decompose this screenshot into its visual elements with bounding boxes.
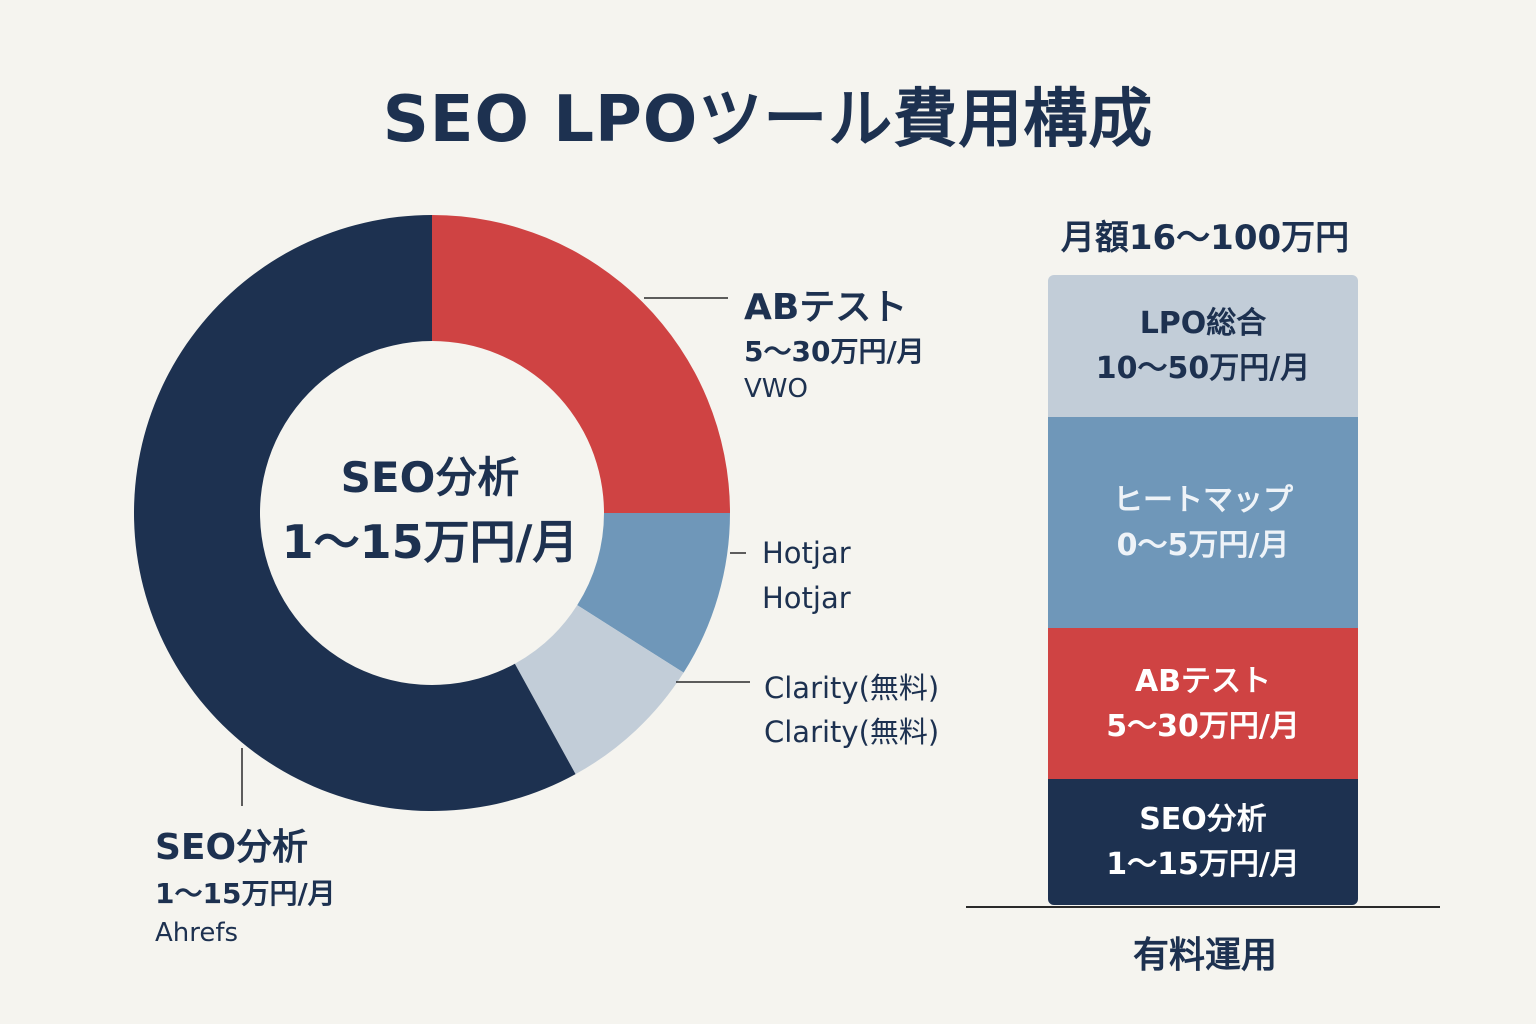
- stack-segment-abtest-price: 5〜30万円/月: [1106, 708, 1300, 744]
- label-abtest-name: ABテスト: [744, 287, 908, 328]
- stack-segment-lpo-price: 10〜50万円/月: [1095, 351, 1311, 386]
- donut-slice-abtest: [432, 215, 730, 513]
- stack-total-label: 月額16〜100万円: [1060, 218, 1350, 258]
- label-hotjar-name: Hotjar: [762, 536, 851, 570]
- stack-segment-seo: SEO分析 1〜15万円/月: [1048, 779, 1358, 905]
- label-clarity-name: Clarity(無料): [764, 671, 940, 705]
- donut-slice-clarity: [514, 605, 684, 775]
- donut-slice-hotjar: [577, 513, 730, 673]
- stack-segment-heatmap-price: 0〜5万円/月: [1116, 527, 1290, 563]
- label-seo-price: 1〜15万円/月: [155, 877, 336, 910]
- stack-segment-lpo: LPO総合 10〜50万円/月: [1048, 275, 1358, 417]
- donut-center-name: SEO分析: [340, 453, 520, 502]
- label-seo-tool: Ahrefs: [155, 918, 239, 948]
- label-hotjar-tool: Hotjar: [762, 581, 851, 615]
- donut-slice-seo: [134, 215, 576, 811]
- stack-bottom-label: 有料運用: [1132, 935, 1277, 976]
- stacked-bar: LPO総合 10〜50万円/月 ヒートマップ 0〜5万円/月 ABテスト 5〜30万円/月…: [1048, 275, 1358, 905]
- label-abtest-price: 5〜30万円/月: [744, 335, 925, 368]
- label-abtest-tool: VWO: [744, 374, 808, 404]
- donut-center-price: 1〜15万円/月: [281, 515, 579, 569]
- stack-segment-seo-price: 1〜15万円/月: [1106, 847, 1300, 882]
- label-clarity-tool: Clarity(無料): [764, 715, 940, 749]
- stack-segment-abtest-name: ABテスト: [1134, 663, 1272, 699]
- label-seo-name: SEO分析: [155, 827, 309, 868]
- stack-segment-lpo-name: LPO総合: [1139, 306, 1267, 341]
- stack-segment-abtest: ABテスト 5〜30万円/月: [1048, 628, 1358, 779]
- page-title: SEO LPOツール費用構成: [382, 83, 1154, 157]
- stack-segment-seo-name: SEO分析: [1139, 802, 1267, 837]
- stack-segment-heatmap-name: ヒートマップ: [1113, 482, 1293, 518]
- stack-segment-heatmap: ヒートマップ 0〜5万円/月: [1048, 417, 1358, 628]
- baseline-divider: [966, 906, 1440, 908]
